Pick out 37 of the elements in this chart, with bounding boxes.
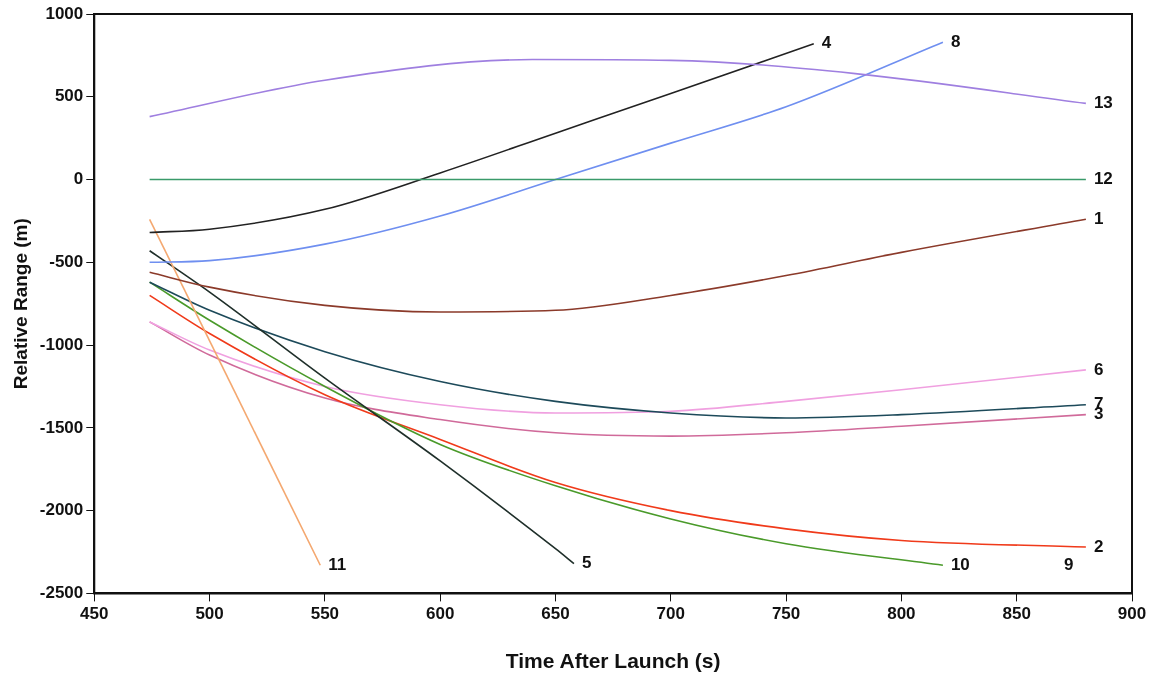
x-tick-label: 550: [310, 604, 340, 624]
y-tick-label: -2500: [39, 583, 84, 603]
line-series: [148, 321, 1087, 414]
series-label: 13: [1093, 93, 1113, 113]
x-tick-label: 900: [1117, 604, 1147, 624]
line-series: [148, 294, 1087, 548]
x-axis-title: Time After Launch (s): [505, 649, 721, 673]
series-label: 1: [1093, 208, 1104, 228]
x-tick-label: 700: [656, 604, 685, 624]
x-tick-label: 750: [771, 604, 801, 624]
annotation: 9: [1064, 555, 1074, 575]
y-tick-label: -1000: [39, 334, 84, 354]
series-label: 5: [581, 553, 592, 573]
y-tick-label: -1500: [39, 417, 84, 437]
series-label: 12: [1093, 169, 1113, 189]
y-axis-title: Relative Range (m): [9, 218, 31, 390]
line-series: [148, 281, 1087, 419]
x-tick-label: 850: [1002, 604, 1031, 624]
series-label: 11: [328, 554, 347, 574]
series-label: 4: [821, 33, 832, 53]
x-tick-label: 450: [80, 604, 109, 624]
x-tick-label: 800: [887, 604, 916, 624]
y-tick-label: 500: [54, 86, 84, 106]
line-series: [148, 218, 1087, 313]
line-series: [148, 43, 815, 234]
y-tick-label: 0: [73, 169, 84, 189]
y-tick-label: -500: [49, 252, 84, 271]
series-label: 6: [1093, 359, 1104, 379]
line-series: [148, 58, 1087, 118]
series-label: 10: [950, 554, 970, 574]
x-tick-label: 600: [426, 604, 455, 624]
series-label: 2: [1093, 536, 1104, 556]
y-tick-label: 1000: [45, 3, 84, 23]
y-tick-label: -2000: [39, 500, 84, 520]
x-tick-label: 500: [195, 604, 224, 624]
series-label: 8: [950, 31, 961, 51]
x-tick-label: 650: [541, 604, 570, 624]
